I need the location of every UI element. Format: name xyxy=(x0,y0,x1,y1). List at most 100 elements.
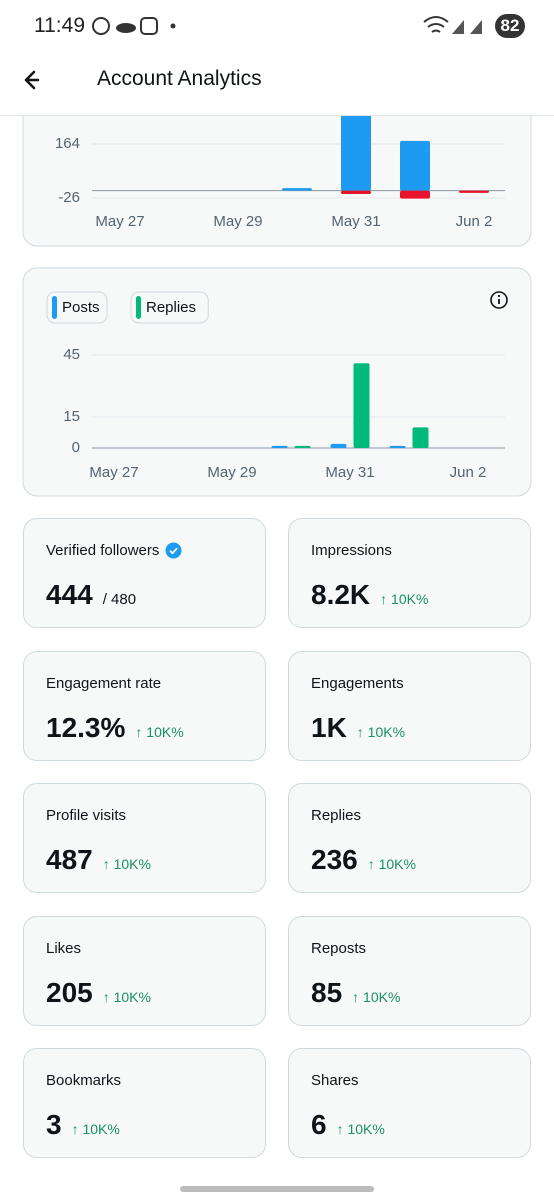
verified-badge xyxy=(165,542,182,559)
metric-value: 12.3% xyxy=(46,711,126,743)
metric-change: ↑ 10K% xyxy=(71,1121,120,1137)
bar xyxy=(271,445,288,448)
x-tick-label: May 29 xyxy=(213,213,262,230)
bar xyxy=(400,190,430,199)
metric-change: ↑ 10K% xyxy=(352,988,401,1005)
metric-card: Replies 236 ↑ 10K% xyxy=(288,783,531,893)
legend-swatch xyxy=(52,296,57,319)
metric-value: 1K xyxy=(311,711,347,743)
bar xyxy=(412,427,429,448)
legend-label: Replies xyxy=(146,299,196,316)
bar xyxy=(459,190,489,193)
legend-swatch xyxy=(136,296,141,319)
metric-value: 236 xyxy=(311,844,358,875)
x-tick-label: May 27 xyxy=(95,213,144,230)
battery: 82 xyxy=(495,14,525,38)
chart-card xyxy=(22,267,532,497)
metric-label-row: Replies xyxy=(311,807,361,824)
metric-value: 205 xyxy=(46,976,93,1008)
bar xyxy=(389,445,406,448)
metric-label: Bookmarks xyxy=(46,1072,122,1089)
metric-value-row: 8.2K ↑ 10K% xyxy=(311,579,428,611)
x-tick-label: May 31 xyxy=(331,213,380,230)
metric-label-row: Shares xyxy=(311,1072,359,1089)
y-tick-label: -26 xyxy=(58,189,80,206)
metric-card: Profile visits 487 ↑ 10K% xyxy=(23,783,266,893)
y-tick-label: 164 xyxy=(55,135,80,152)
metric-value: 3 xyxy=(46,1109,62,1140)
x-tick-label: Jun 2 xyxy=(456,213,493,230)
metric-card: Reposts 85 ↑ 10K% xyxy=(288,915,531,1026)
y-tick-label: 15 xyxy=(63,408,80,425)
bar xyxy=(294,445,311,448)
metric-label-row: Bookmarks xyxy=(46,1072,121,1089)
y-tick-label: 45 xyxy=(63,346,80,363)
metric-value-row: 444 / 480 xyxy=(46,579,136,611)
metric-card: Likes 205 ↑ 10K% xyxy=(23,915,266,1026)
metric-value-row: 6 ↑ 10K% xyxy=(311,1109,385,1141)
bar xyxy=(400,140,430,191)
whatsapp-icon xyxy=(92,17,110,35)
metric-card: Engagements 1K ↑ 10K% xyxy=(288,650,531,761)
metric-value-row: 205 ↑ 10K% xyxy=(46,977,151,1009)
wifi-icon xyxy=(423,16,449,33)
x-tick-label: May 29 xyxy=(207,464,256,481)
metric-value-row: 236 ↑ 10K% xyxy=(311,844,416,876)
metric-value: 85 xyxy=(311,976,343,1008)
metric-label-row: Likes xyxy=(46,940,81,957)
back-button[interactable] xyxy=(24,70,40,90)
metric-change: ↑ 10K% xyxy=(336,1121,385,1137)
x-tick-label: May 31 xyxy=(325,464,374,481)
legend-chip xyxy=(46,291,108,324)
metric-change: ↑ 10K% xyxy=(356,723,406,740)
metric-change: ↑ 10K% xyxy=(380,591,429,607)
metric-card: Engagement rate 12.3% ↑ 10K% xyxy=(23,650,266,761)
metric-change: ↑ 10K% xyxy=(367,856,416,872)
home-indicator xyxy=(180,1186,374,1192)
dot-icon xyxy=(170,23,176,29)
metric-change: ↑ 10K% xyxy=(102,988,151,1005)
metric-label-row: Reposts xyxy=(311,940,366,957)
metric-label-row: Verified followers xyxy=(46,542,182,559)
status-icons xyxy=(24,16,482,90)
metric-label: Profile visits xyxy=(46,807,127,824)
metric-value-row: 1K ↑ 10K% xyxy=(311,712,405,744)
y-tick-label: 0 xyxy=(72,439,80,456)
cloud-icon xyxy=(116,23,136,33)
metric-label: Shares xyxy=(311,1072,359,1089)
bar xyxy=(282,188,312,191)
metric-card: Bookmarks 3 ↑ 10K% xyxy=(23,1048,266,1158)
legend-chip xyxy=(130,291,209,324)
metric-label: Impressions xyxy=(311,542,392,559)
top-bar: 11:49 82 Account Analytics xyxy=(0,0,554,116)
metric-label: Replies xyxy=(311,807,362,824)
bar xyxy=(341,190,371,195)
legend-label: Posts xyxy=(62,299,100,316)
metric-card: Verified followers 444 / 480 xyxy=(23,518,266,628)
metric-label: Engagement rate xyxy=(46,674,162,692)
metric-change: ↑ 10K% xyxy=(102,856,151,872)
info-button[interactable] xyxy=(490,291,508,309)
bar xyxy=(353,363,370,448)
instagram-icon xyxy=(140,17,158,35)
bar xyxy=(341,113,371,191)
metric-value: 6 xyxy=(311,1109,327,1140)
metric-value-row: 12.3% ↑ 10K% xyxy=(46,712,184,744)
metric-value: 487 xyxy=(46,844,93,875)
info-dot xyxy=(497,294,501,298)
metric-value: 444 xyxy=(46,579,93,610)
metric-label: Engagements xyxy=(311,674,404,692)
bar xyxy=(330,443,347,448)
metric-card: Shares 6 ↑ 10K% xyxy=(288,1048,531,1158)
metric-value-row: 487 ↑ 10K% xyxy=(46,844,151,876)
metric-label: Likes xyxy=(46,939,82,957)
metric-label-row: Impressions xyxy=(311,542,392,559)
metric-value-row: 3 ↑ 10K% xyxy=(46,1109,120,1141)
metric-label: Reposts xyxy=(311,939,367,957)
metric-change: ↑ 10K% xyxy=(135,723,184,740)
metric-label-row: Engagement rate xyxy=(46,675,161,692)
x-tick-label: May 27 xyxy=(89,464,138,481)
metric-label-row: Engagements xyxy=(311,675,404,692)
x-tick-label: Jun 2 xyxy=(450,464,487,481)
metric-label-row: Profile visits xyxy=(46,807,126,824)
